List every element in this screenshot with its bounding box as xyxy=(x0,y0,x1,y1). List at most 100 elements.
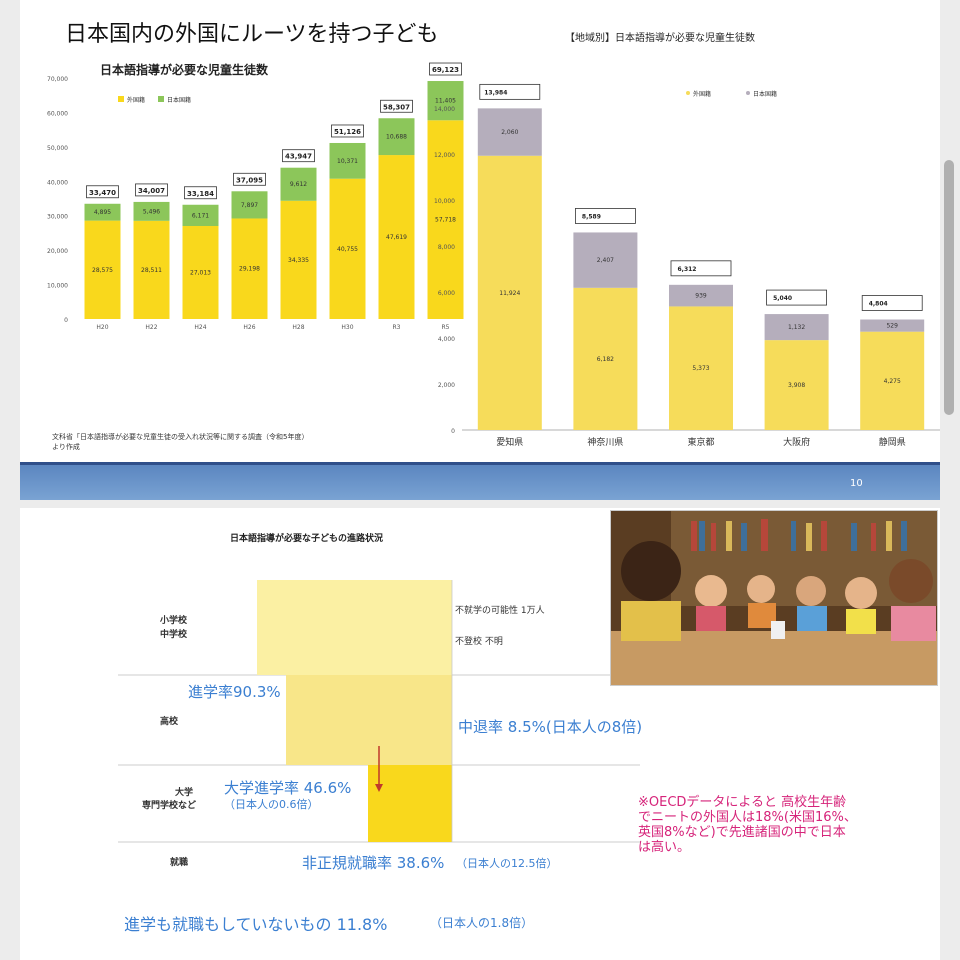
nonregular-rate: 非正規就職率 38.6% xyxy=(302,854,445,872)
chart1-label-japanese: 5,496 xyxy=(143,208,160,215)
chart1-bar-foreign xyxy=(280,200,317,319)
chart2-bar-foreign xyxy=(669,306,733,430)
chart2-total-box xyxy=(670,260,732,277)
chart2-ytick: 4,000 xyxy=(438,336,455,343)
note-dropout: 不就学の可能性 1万人 xyxy=(455,606,545,616)
chart1-total-label: 58,307 xyxy=(383,103,410,111)
chart2-bar-japanese xyxy=(669,284,733,307)
chart1-total-box xyxy=(233,172,266,186)
chart2-label-foreign: 3,908 xyxy=(788,382,805,389)
chart1-total-label: 33,184 xyxy=(187,190,214,198)
chart1-total-box xyxy=(135,183,168,197)
chart1-bar-foreign xyxy=(133,220,170,319)
chart1-title: 日本語指導が必要な児童生徒数 xyxy=(100,62,269,77)
chart2-bar-japanese xyxy=(860,319,925,332)
scrollbar-thumb[interactable] xyxy=(944,160,954,415)
chart2-legend-label: 外国籍 xyxy=(693,90,711,98)
row-label-elem-1: 小学校 xyxy=(160,616,188,626)
chart2-label-japanese: 529 xyxy=(886,323,898,330)
chart2-bar-japanese xyxy=(573,232,638,288)
funnel-title: 日本語指導が必要な子どもの進路状況 xyxy=(230,532,383,544)
chart2-total-label: 6,312 xyxy=(678,266,697,273)
funnel-bar-elem xyxy=(257,580,452,675)
oecd-note-line-3: 英国8%など)で先進諸国の中で日本 xyxy=(638,825,846,840)
chart1-ytick: 70,000 xyxy=(47,76,68,83)
chart2-bar-foreign xyxy=(477,155,542,431)
chart1-xtick: H22 xyxy=(145,324,157,331)
chart2-legend-swatch xyxy=(686,91,690,95)
chart2-ytick: 0 xyxy=(451,428,455,435)
chart1-xtick: H26 xyxy=(243,324,255,331)
chart1-bar-japanese xyxy=(427,81,464,121)
row-label-elem-2: 中学校 xyxy=(160,630,188,640)
chart2-xtick: 大阪府 xyxy=(783,436,810,448)
chart1-bar-japanese xyxy=(182,204,219,226)
chart1-total-label: 33,470 xyxy=(89,189,116,197)
page-title: 日本国内の外国にルーツを持つ子ども xyxy=(65,22,439,47)
chart1-ytick: 0 xyxy=(64,317,68,324)
page-number: 10 xyxy=(850,478,863,489)
chart1-bar-japanese xyxy=(329,142,366,179)
chart2-label-japanese: 2,060 xyxy=(501,129,518,136)
chart2-bar-japanese xyxy=(477,108,542,156)
chart1-total-label: 69,123 xyxy=(432,66,459,74)
chart1-label-foreign: 57,718 xyxy=(435,217,456,224)
funnel-bar-high xyxy=(286,675,452,765)
chart1-ytick: 60,000 xyxy=(47,110,68,117)
note-truancy: 不登校 不明 xyxy=(455,637,503,647)
chart2-ytick: 14,000 xyxy=(434,106,455,113)
chart1-total-box xyxy=(380,99,413,113)
chart2-ytick: 6,000 xyxy=(438,290,455,297)
chart1-total-box xyxy=(86,185,119,199)
chart2-legend-swatch xyxy=(746,91,750,95)
chart2-label-japanese: 2,407 xyxy=(597,257,614,264)
classroom-photo xyxy=(610,510,938,686)
chart2-label-japanese: 939 xyxy=(695,293,707,300)
chart2-total-box xyxy=(479,83,541,100)
chart2-total-label: 5,040 xyxy=(773,295,792,302)
chart2-ytick: 12,000 xyxy=(434,152,455,159)
chart1-legend-label: 外国籍 xyxy=(127,96,145,104)
chart1-bar-japanese xyxy=(133,201,170,221)
chart1-label-foreign: 40,755 xyxy=(337,246,358,253)
chart1-bar-japanese xyxy=(378,118,415,156)
chart2-xtick: 静岡県 xyxy=(879,436,906,448)
chart1-label-japanese: 7,897 xyxy=(241,202,258,209)
chart1-xtick: H28 xyxy=(292,324,304,331)
chart1-bar-foreign xyxy=(182,225,219,319)
chart1-bar-japanese xyxy=(231,191,268,219)
chart2-bar-foreign xyxy=(860,331,925,430)
chart1-total-box xyxy=(429,62,462,76)
chart1-bar-foreign xyxy=(231,218,268,319)
chart2-total-box xyxy=(575,208,636,224)
chart1-label-foreign: 29,198 xyxy=(239,266,260,273)
chart1-ytick: 20,000 xyxy=(47,248,68,255)
source-line-2: より作成 xyxy=(52,443,80,451)
funnel-bar-univ xyxy=(368,765,452,842)
chart2-label-foreign: 5,373 xyxy=(692,365,709,372)
chart2-title: 【地域別】日本語指導が必要な児童生徒数 xyxy=(565,31,755,44)
chart1-xtick: R5 xyxy=(442,324,450,331)
univ-compare: （日本人の0.6倍） xyxy=(224,798,319,811)
chart2-legend-label: 日本国籍 xyxy=(753,90,777,98)
chart2-ytick: 10,000 xyxy=(434,198,455,205)
row-label-univ-2: 専門学校など xyxy=(142,801,197,811)
univ-rate: 大学進学率 46.6% xyxy=(224,779,352,797)
chart1-legend-swatch xyxy=(118,96,124,102)
chart1-label-foreign: 27,013 xyxy=(190,269,211,276)
neither-compare: （日本人の1.8倍） xyxy=(430,916,534,930)
chart2-ytick: 8,000 xyxy=(438,244,455,251)
chart1-ytick: 40,000 xyxy=(47,179,68,186)
chart1-label-foreign: 47,619 xyxy=(386,234,407,241)
row-label-work: 就職 xyxy=(170,858,189,868)
chart1-label-foreign: 34,335 xyxy=(288,257,309,264)
chart1-total-box xyxy=(331,124,364,138)
chart1-ytick: 30,000 xyxy=(47,214,68,221)
chart1-label-japanese: 6,171 xyxy=(192,212,209,219)
chart1-label-japanese: 9,612 xyxy=(290,181,307,188)
chart1-ytick: 10,000 xyxy=(47,283,68,290)
source-line-1: 文科省「日本語指導が必要な児童生徒の受入れ状況等に関する調査（令和5年度） xyxy=(52,433,309,441)
chart2-xtick: 愛知県 xyxy=(496,436,523,448)
chart1-legend-swatch xyxy=(158,96,164,102)
